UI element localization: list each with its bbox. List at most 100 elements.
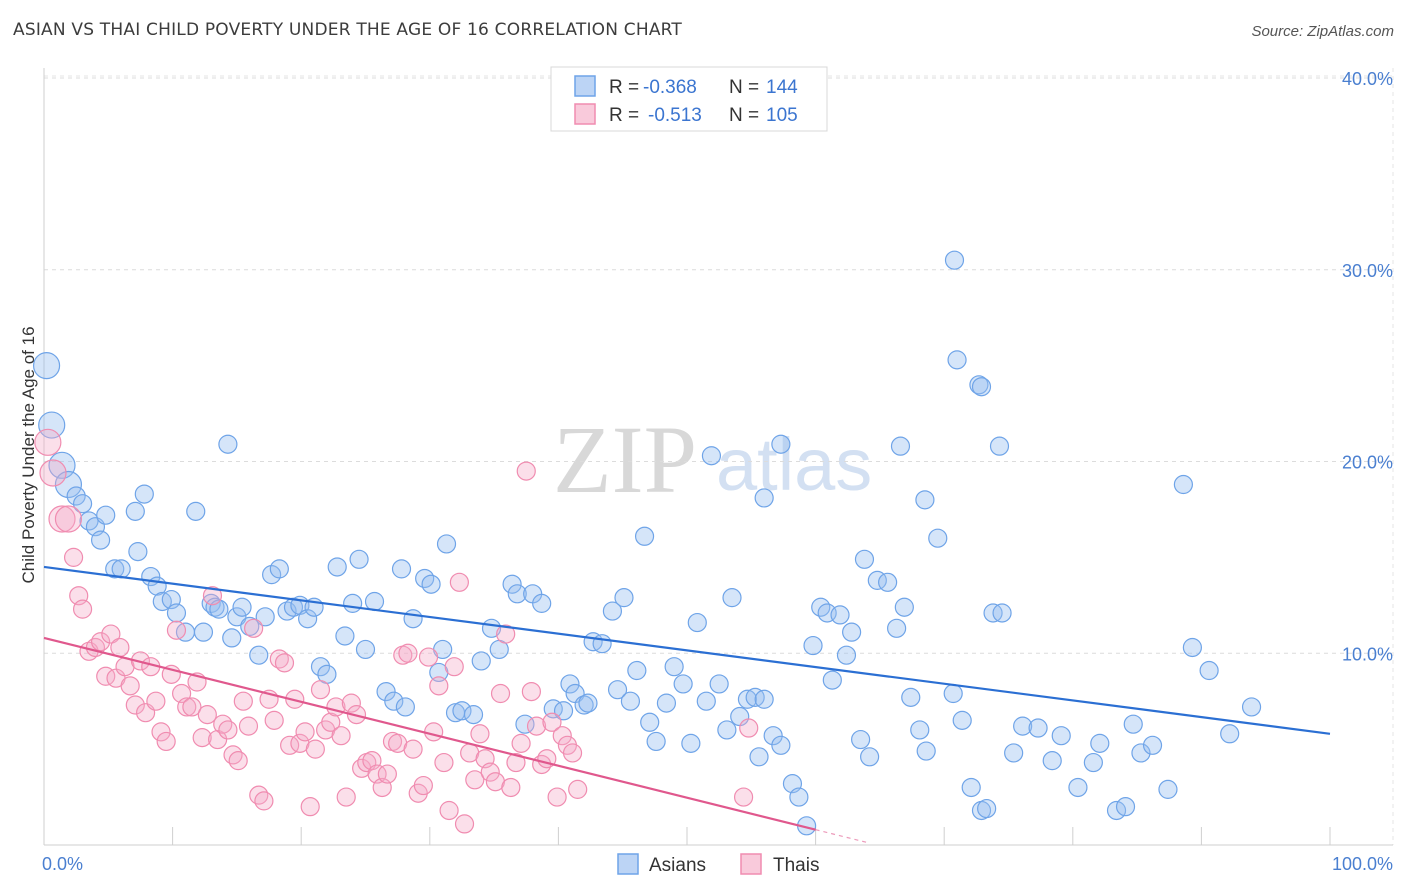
- point-asians: [910, 720, 930, 740]
- point-asians: [754, 689, 774, 709]
- point-thais: [516, 461, 536, 481]
- point-asians: [553, 701, 574, 721]
- point-asians: [887, 618, 907, 638]
- point-asians: [96, 505, 116, 525]
- point-asians: [696, 691, 716, 711]
- point-asians: [916, 741, 936, 761]
- point-thais: [228, 751, 248, 771]
- point-asians: [1083, 752, 1103, 773]
- legend-top: R = -0.368 N = 144 R = -0.513 N = 105: [550, 66, 828, 132]
- point-asians: [327, 557, 347, 577]
- point-asians: [687, 612, 707, 633]
- point-asians: [943, 683, 963, 704]
- trend-line-thais: [43, 636, 816, 831]
- x-tick-label: 100.0%: [1332, 854, 1393, 874]
- point-asians: [1158, 779, 1178, 799]
- legend-n-label-thais: N =: [729, 105, 759, 126]
- point-thais: [310, 680, 331, 700]
- point-asians: [836, 645, 857, 665]
- legend-swatch-thais: [574, 103, 596, 125]
- point-thais: [439, 800, 459, 821]
- point-asians: [403, 609, 423, 629]
- point-thais: [63, 547, 84, 567]
- legend-r-label-thais: R =: [609, 105, 639, 126]
- point-asians: [977, 798, 997, 819]
- point-thais: [429, 676, 449, 696]
- point-thais: [465, 770, 485, 790]
- point-asians: [656, 693, 677, 713]
- point-thais: [197, 705, 217, 725]
- point-thais: [331, 726, 351, 746]
- point-thais: [501, 777, 521, 798]
- point-asians: [1013, 716, 1033, 736]
- point-thais: [182, 697, 202, 717]
- source-label: Source: ZipAtlas.com: [1251, 23, 1394, 40]
- point-asians: [532, 593, 552, 613]
- point-thais: [177, 697, 197, 717]
- bottom-legend-swatch-thais: [740, 853, 762, 875]
- point-thais: [264, 710, 284, 730]
- point-asians: [822, 670, 842, 690]
- point-thais: [418, 647, 439, 667]
- point-thais: [274, 653, 295, 673]
- point-asians: [355, 639, 376, 660]
- point-thais: [151, 722, 171, 742]
- point-asians: [298, 609, 318, 629]
- point-asians: [1090, 733, 1110, 753]
- point-thais: [90, 632, 111, 652]
- point-asians: [992, 603, 1012, 623]
- point-asians: [507, 584, 527, 604]
- point-asians: [395, 697, 415, 717]
- point-asians: [634, 526, 655, 546]
- point-asians: [1220, 724, 1240, 744]
- bottom-legend-label-thais: Thais: [773, 855, 819, 876]
- point-asians: [928, 528, 948, 548]
- point-thais: [733, 787, 754, 807]
- point-thais: [413, 775, 433, 796]
- point-asians: [944, 250, 965, 270]
- point-asians: [134, 484, 154, 504]
- legend-r-value-asians: -0.368: [643, 77, 697, 98]
- point-asians: [947, 350, 967, 370]
- point-thais: [547, 787, 567, 807]
- point-thais: [72, 599, 93, 619]
- point-thais: [506, 752, 526, 773]
- bottom-legend-label-asians: Asians: [649, 855, 706, 876]
- point-thais: [542, 712, 562, 732]
- point-thais: [295, 722, 315, 742]
- point-asians: [578, 693, 598, 713]
- point-thais: [521, 681, 541, 702]
- point-thais: [511, 733, 531, 753]
- point-asians: [186, 501, 206, 521]
- point-thais: [739, 718, 759, 738]
- point-asians: [722, 588, 742, 608]
- legend-n-value-asians: 144: [766, 77, 798, 98]
- point-asians: [592, 634, 612, 654]
- point-asians: [232, 597, 252, 617]
- point-asians: [681, 733, 701, 753]
- point-asians: [894, 597, 914, 617]
- point-thais: [101, 624, 121, 644]
- series-thais-points: [34, 428, 759, 834]
- point-asians: [452, 701, 472, 721]
- point-thais: [449, 572, 469, 592]
- point-asians: [66, 486, 86, 506]
- point-asians: [384, 691, 404, 711]
- point-asians: [227, 607, 247, 627]
- y-axis-label: Child Poverty Under the Age of 16: [19, 326, 38, 583]
- series-asians-points: [32, 250, 1262, 836]
- point-thais: [526, 716, 547, 736]
- trend-line-thais-extension: [815, 829, 868, 844]
- point-asians: [436, 534, 457, 554]
- point-asians: [421, 574, 441, 594]
- point-asians: [915, 490, 935, 510]
- legend-n-value-thais: 105: [766, 105, 798, 126]
- point-thais: [120, 676, 140, 696]
- point-asians: [502, 574, 522, 594]
- point-thais: [444, 657, 464, 677]
- point-asians: [607, 680, 628, 700]
- point-asians: [364, 591, 385, 612]
- point-thais: [223, 745, 243, 765]
- point-thais: [244, 618, 264, 638]
